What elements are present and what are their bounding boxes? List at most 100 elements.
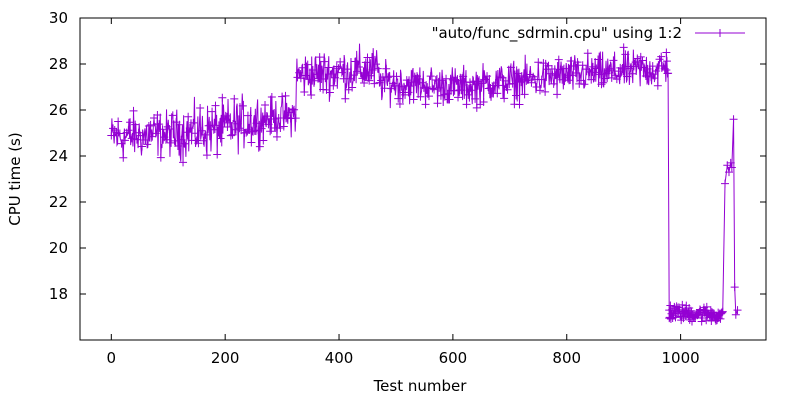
data-point-marker xyxy=(520,90,529,99)
data-point-marker xyxy=(291,114,300,123)
data-point-marker xyxy=(611,71,620,80)
data-point-marker xyxy=(368,65,377,74)
data-point-marker xyxy=(394,94,403,103)
data-point-marker xyxy=(196,104,205,113)
legend: "auto/func_sdrmin.cpu" using 1:2 xyxy=(432,24,745,43)
data-point-marker xyxy=(609,56,618,65)
data-point-marker xyxy=(252,119,261,128)
data-point-marker xyxy=(721,179,730,188)
data-point-marker xyxy=(635,57,644,66)
data-point-marker xyxy=(194,139,203,148)
data-point-marker xyxy=(385,72,394,81)
data-point-marker xyxy=(334,64,343,73)
data-point-marker xyxy=(662,48,671,57)
data-point-marker xyxy=(375,78,384,87)
series-line xyxy=(110,43,739,322)
data-point-marker xyxy=(223,122,232,131)
data-point-marker xyxy=(714,313,723,322)
data-point-marker xyxy=(544,61,553,70)
y-tick-label: 20 xyxy=(49,239,68,257)
data-point-marker xyxy=(503,85,512,94)
data-point-marker xyxy=(218,93,227,102)
data-point-marker xyxy=(450,86,459,95)
data-point-marker xyxy=(274,114,283,123)
x-tick-label: 800 xyxy=(552,349,581,367)
data-point-marker xyxy=(235,124,244,133)
data-point-marker xyxy=(109,124,118,133)
data-point-marker xyxy=(177,135,186,144)
data-point-marker xyxy=(551,71,560,80)
data-point-marker xyxy=(547,65,556,74)
data-point-marker xyxy=(243,111,252,120)
data-point-marker xyxy=(522,76,531,85)
data-point-marker xyxy=(650,74,659,83)
data-point-marker xyxy=(402,76,411,85)
data-point-marker xyxy=(459,72,468,81)
data-point-marker xyxy=(348,83,357,92)
series-markers xyxy=(107,43,742,326)
data-point-marker xyxy=(238,101,247,110)
data-point-marker xyxy=(578,61,587,70)
data-point-marker xyxy=(431,76,440,85)
data-point-marker xyxy=(495,81,504,90)
data-point-marker xyxy=(213,150,222,159)
data-point-marker xyxy=(619,43,628,52)
data-point-marker xyxy=(448,75,457,84)
data-point-marker xyxy=(483,72,492,81)
data-point-marker xyxy=(336,57,345,66)
data-point-marker xyxy=(527,78,536,87)
data-point-marker xyxy=(645,68,654,77)
data-point-marker xyxy=(221,111,230,120)
data-point-marker xyxy=(718,308,727,317)
data-point-marker xyxy=(365,76,374,85)
data-point-marker xyxy=(295,68,304,77)
data-point-marker xyxy=(107,131,116,140)
data-point-marker xyxy=(146,120,155,129)
data-point-marker xyxy=(279,122,288,131)
data-point-marker xyxy=(580,80,589,89)
data-point-marker xyxy=(208,107,217,116)
data-point-marker xyxy=(602,69,611,78)
data-point-marker xyxy=(228,130,237,139)
data-point-marker xyxy=(155,120,164,129)
data-point-marker xyxy=(430,85,439,94)
data-point-marker xyxy=(513,69,522,78)
data-point-marker xyxy=(129,106,138,115)
data-point-marker xyxy=(233,119,242,128)
data-point-marker xyxy=(566,57,575,66)
data-point-marker xyxy=(606,64,615,73)
data-point-marker xyxy=(424,92,433,101)
data-point-marker xyxy=(337,68,346,77)
y-tick-label: 30 xyxy=(49,9,68,27)
data-point-marker xyxy=(435,83,444,92)
data-point-marker xyxy=(454,93,463,102)
data-point-marker xyxy=(419,83,428,92)
data-point-marker xyxy=(539,59,548,68)
data-point-marker xyxy=(546,69,555,78)
data-point-marker xyxy=(308,65,317,74)
data-point-marker xyxy=(161,135,170,144)
data-point-marker xyxy=(307,90,316,99)
data-point-marker xyxy=(647,72,656,81)
data-point-marker xyxy=(727,163,736,172)
data-point-marker xyxy=(684,312,693,321)
data-point-marker xyxy=(442,74,451,83)
data-point-marker xyxy=(302,71,311,80)
data-point-marker xyxy=(249,127,258,136)
y-tick-label: 22 xyxy=(49,193,68,211)
data-point-marker xyxy=(471,94,480,103)
data-point-marker xyxy=(559,64,568,73)
x-tick-label: 200 xyxy=(211,349,240,367)
data-point-marker xyxy=(202,151,211,160)
data-point-marker xyxy=(182,128,191,137)
legend-label: "auto/func_sdrmin.cpu" using 1:2 xyxy=(432,24,682,43)
data-point-marker xyxy=(290,105,299,114)
y-tick-label: 28 xyxy=(49,55,68,73)
data-point-marker xyxy=(189,118,198,127)
data-point-marker xyxy=(553,90,562,99)
data-point-marker xyxy=(320,57,329,66)
data-point-marker xyxy=(501,76,510,85)
data-point-marker xyxy=(257,124,266,133)
series-layer xyxy=(107,43,742,326)
